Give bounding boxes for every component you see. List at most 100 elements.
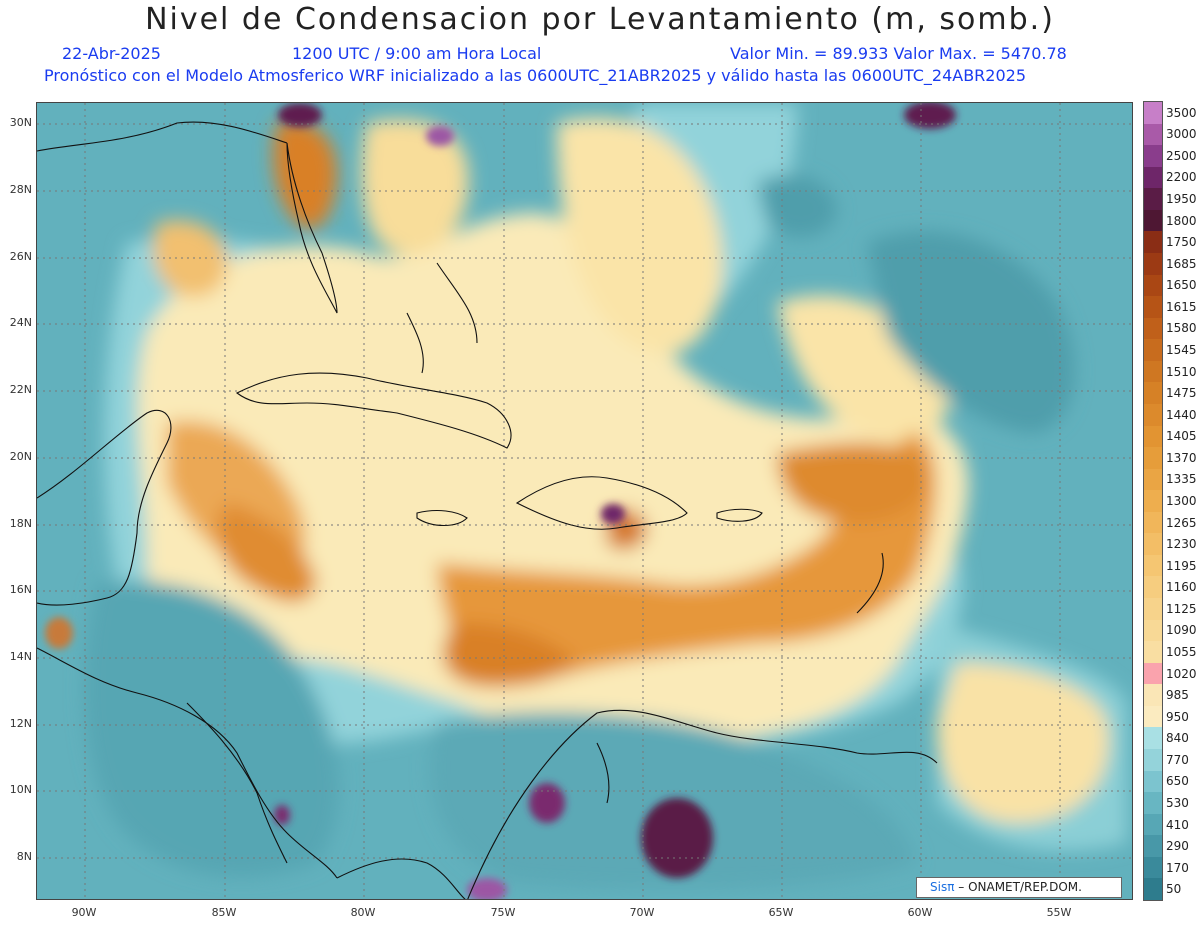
logo-brand: Sisπ xyxy=(930,880,955,894)
colorbar-label: 1055 xyxy=(1166,644,1197,659)
lat-label: 18N xyxy=(9,517,32,530)
colorbar-segment xyxy=(1144,878,1162,901)
lat-label: 24N xyxy=(9,316,32,329)
colorbar-label: 530 xyxy=(1166,795,1189,810)
colorbar-label: 1300 xyxy=(1166,494,1197,508)
lat-label: 30N xyxy=(9,116,32,129)
lat-label: 20N xyxy=(9,450,32,463)
lon-label: 75W xyxy=(490,906,516,919)
lon-label: 55W xyxy=(1046,906,1072,919)
lat-label: 26N xyxy=(9,250,32,263)
lon-label: 80W xyxy=(350,906,376,919)
colorbar-label: 1265 xyxy=(1166,515,1197,530)
colorbar-label: 1370 xyxy=(1166,450,1197,465)
colorbar-segment xyxy=(1144,749,1162,772)
colorbar-label: 1125 xyxy=(1166,601,1197,616)
lat-label: 22N xyxy=(9,383,32,396)
colorbar-label: 1090 xyxy=(1166,623,1197,638)
colorbar-label: 1195 xyxy=(1166,558,1197,573)
colorbar-segment xyxy=(1144,425,1162,448)
colorbar-segment xyxy=(1144,102,1162,125)
colorbar-segment xyxy=(1144,317,1162,340)
colorbar-label: 770 xyxy=(1166,752,1189,767)
colorbar-segment xyxy=(1144,662,1162,685)
colorbar-segment xyxy=(1144,792,1162,815)
colorbar-label: 1580 xyxy=(1166,321,1197,336)
colorbar-label: 3500 xyxy=(1166,105,1197,120)
forecast-time: 1200 UTC / 9:00 am Hora Local xyxy=(292,44,542,63)
colorbar-label: 410 xyxy=(1166,817,1189,832)
colorbar-label: 1615 xyxy=(1166,299,1197,314)
colorbar-segment xyxy=(1144,619,1162,642)
colorbar-segment xyxy=(1144,554,1162,577)
colorbar-segment xyxy=(1144,490,1162,513)
colorbar-label: 290 xyxy=(1166,839,1189,854)
colorbar-label: 1800 xyxy=(1166,213,1197,228)
colorbar-segment xyxy=(1144,576,1162,599)
high-lcl-spots xyxy=(45,103,956,899)
colorbar-segment xyxy=(1144,835,1162,858)
colorbar-label: 1685 xyxy=(1166,256,1197,271)
colorbar-label: 1230 xyxy=(1166,537,1197,552)
colorbar-segment xyxy=(1144,188,1162,211)
colorbar-label: 1475 xyxy=(1166,386,1197,401)
colorbar-label: 1160 xyxy=(1166,580,1197,595)
colorbar-segment xyxy=(1144,598,1162,621)
colorbar-segment xyxy=(1144,684,1162,707)
colorbar-segment xyxy=(1144,360,1162,383)
colorbar-segment xyxy=(1144,447,1162,470)
lat-label: 12N xyxy=(9,717,32,730)
colorbar-segment xyxy=(1144,468,1162,491)
colorbar-segment xyxy=(1144,813,1162,836)
lon-label: 70W xyxy=(629,906,655,919)
colorbar-label: 1405 xyxy=(1166,429,1197,444)
colorbar-segment xyxy=(1144,382,1162,405)
colorbar-segment xyxy=(1144,856,1162,879)
colorbar-segment xyxy=(1144,274,1162,297)
colorbar-segment xyxy=(1144,511,1162,534)
weather-map xyxy=(36,102,1133,900)
colorbar-segment xyxy=(1144,145,1162,168)
colorbar-label: 170 xyxy=(1166,860,1189,875)
colorbar-label: 2200 xyxy=(1166,170,1197,185)
lon-label: 85W xyxy=(211,906,237,919)
lon-label: 65W xyxy=(768,906,794,919)
colorbar-segment xyxy=(1144,123,1162,146)
colorbar-label: 1750 xyxy=(1166,235,1197,250)
logo-text: – ONAMET/REP.DOM. xyxy=(954,880,1082,894)
colorbar-label: 650 xyxy=(1166,774,1189,789)
colorbar-label: 3000 xyxy=(1166,127,1197,142)
lat-label: 28N xyxy=(9,183,32,196)
colorbar-label: 50 xyxy=(1166,882,1182,897)
colorbar-segment xyxy=(1144,252,1162,276)
onamet-logo: Sisπ – ONAMET/REP.DOM. xyxy=(916,877,1122,898)
colorbar-segment xyxy=(1144,231,1162,254)
colorbar xyxy=(1143,101,1163,901)
colorbar-label: 1950 xyxy=(1166,192,1197,207)
colorbar-segment xyxy=(1144,166,1162,189)
model-description: Pronóstico con el Modelo Atmosferico WRF… xyxy=(44,66,1027,85)
graticule xyxy=(37,103,1132,899)
colorbar-segment xyxy=(1144,403,1162,426)
lcl-shading xyxy=(83,103,1127,889)
colorbar-label: 2500 xyxy=(1166,148,1197,163)
colorbar-label: 1020 xyxy=(1166,666,1197,681)
colorbar-segment xyxy=(1144,641,1162,664)
colorbar-label: 985 xyxy=(1166,688,1189,703)
colorbar-segment xyxy=(1144,533,1162,556)
colorbar-segment xyxy=(1144,727,1162,750)
colorbar-label: 1545 xyxy=(1166,343,1197,358)
colorbar-segment xyxy=(1144,770,1162,793)
lat-label: 8N xyxy=(16,850,32,863)
min-max-values: Valor Min. = 89.933 Valor Max. = 5470.78 xyxy=(730,44,1067,63)
lon-label: 60W xyxy=(907,906,933,919)
colorbar-label: 950 xyxy=(1166,709,1189,724)
coastlines xyxy=(37,121,938,899)
lat-label: 10N xyxy=(9,783,32,796)
colorbar-segment xyxy=(1144,339,1162,362)
map-title: Nivel de Condensacion por Levantamiento … xyxy=(145,2,1055,37)
lon-label: 90W xyxy=(71,906,97,919)
colorbar-segment xyxy=(1144,209,1162,232)
forecast-date: 22-Abr-2025 xyxy=(62,44,161,63)
colorbar-segment xyxy=(1144,705,1162,728)
